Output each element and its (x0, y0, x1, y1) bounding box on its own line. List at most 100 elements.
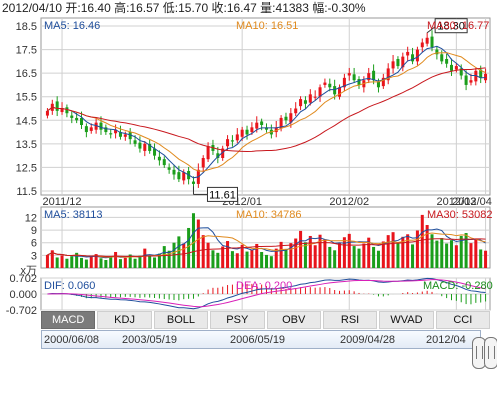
candle-body (109, 133, 113, 135)
tab-obv[interactable]: OBV (266, 311, 321, 329)
volume-bar (75, 252, 79, 268)
price-ma10-label: MA10: 16.51 (236, 20, 299, 32)
candle-body (357, 79, 361, 85)
candle-body (459, 68, 463, 76)
volume-bar (177, 236, 181, 268)
volume-bar (65, 258, 69, 268)
volume-bar (80, 257, 84, 268)
volume-bar (401, 236, 405, 268)
timeline-right-handle[interactable] (484, 337, 497, 369)
volume-bar (94, 254, 98, 268)
candle-body (333, 86, 337, 95)
volume-bar (372, 246, 376, 268)
tab-boll[interactable]: BOLL (153, 311, 209, 329)
candle-body (440, 54, 444, 62)
candle-body (420, 42, 424, 48)
candle-body (153, 148, 157, 156)
candle-body (201, 158, 205, 168)
candle-body (352, 74, 356, 81)
volume-bar (425, 225, 429, 268)
volume-bar (411, 244, 415, 268)
price-x-tick: 2012/03 (436, 196, 476, 208)
candle-body (294, 108, 298, 114)
volume-bar (55, 257, 59, 268)
volume-y-tick: 9 (31, 225, 37, 237)
volume-bar (279, 241, 283, 268)
candle-body (396, 59, 400, 67)
volume-bar (328, 246, 332, 268)
timeline-date-4: 2009/04/28 (340, 334, 396, 346)
price-panel-frame (40, 17, 491, 196)
volume-bar (308, 235, 312, 268)
candle-body (162, 159, 166, 166)
volume-bar (381, 241, 385, 268)
volume-bar (230, 251, 234, 268)
candle-body (84, 126, 88, 133)
volume-bar (128, 254, 132, 268)
price-y-tick: 14.5 (16, 115, 37, 127)
candle-body (318, 87, 322, 97)
volume-bar (138, 255, 142, 268)
candle-body (430, 36, 434, 48)
candle-body (264, 127, 269, 130)
candle-body (118, 132, 122, 137)
candle-body (255, 122, 259, 129)
candle-body (411, 54, 415, 62)
candle-body (89, 127, 93, 131)
low-callout-box (206, 186, 238, 202)
candle-body (454, 66, 458, 70)
tab-macd[interactable]: MACD (41, 311, 96, 329)
candle-body (479, 69, 483, 78)
candle-body (216, 153, 220, 158)
volume-bar (245, 251, 249, 268)
tab-psy[interactable]: PSY (210, 311, 265, 329)
price-ma5-line (47, 45, 486, 179)
price-y-tick: 16.5 (16, 68, 37, 80)
volume-bar (157, 253, 161, 268)
volume-ma30-line (47, 238, 486, 257)
candle-body (240, 129, 244, 137)
high-callout-line (426, 26, 436, 34)
volume-bar (386, 235, 390, 268)
volume-bar (250, 249, 254, 268)
candle-body (308, 94, 312, 103)
volume-bar (260, 251, 264, 268)
volume-bar (167, 250, 171, 268)
volume-bar (84, 259, 88, 268)
candle-body (177, 172, 181, 180)
volume-bar (118, 259, 122, 268)
volume-bar (45, 254, 49, 268)
candle-body (230, 140, 234, 142)
tab-kdj[interactable]: KDJ (97, 311, 152, 329)
tab-rsi[interactable]: RSI (322, 311, 378, 329)
volume-bar (362, 243, 366, 268)
volume-bar (459, 235, 463, 268)
candle-body (391, 61, 395, 69)
price-y-tick: 17.5 (16, 45, 37, 57)
tab-wvad[interactable]: WVAD (379, 311, 434, 329)
volume-bar (50, 250, 54, 268)
indicator-tab-bar: MACD KDJ BOLL PSY OBV RSI WVAD CCI (41, 311, 490, 329)
volume-bar (318, 234, 322, 268)
candle-body (65, 107, 69, 114)
candle-body (99, 122, 103, 130)
candle-body (260, 121, 264, 125)
price-y-tick: 11.5 (16, 186, 37, 198)
volume-bar (469, 243, 473, 268)
volume-ma5-label: MA5: 38113 (44, 209, 103, 221)
price-x-tick: 2012/02 (329, 196, 369, 208)
candle-body (60, 108, 64, 113)
volume-bar (420, 214, 424, 268)
price-x-tick: 2012/04 (452, 196, 492, 208)
volume-bar (299, 230, 303, 268)
price-ma30-label: MA30: 16.77 (427, 20, 490, 32)
tab-cci[interactable]: CCI (435, 311, 490, 329)
volume-bar (264, 254, 269, 268)
candle-body (386, 68, 390, 81)
candle-body (303, 100, 307, 104)
volume-bar (104, 259, 108, 268)
candle-body (425, 37, 429, 44)
volume-bar (221, 246, 225, 268)
price-y-tick: 12.5 (16, 162, 37, 174)
candle-body (445, 59, 449, 64)
